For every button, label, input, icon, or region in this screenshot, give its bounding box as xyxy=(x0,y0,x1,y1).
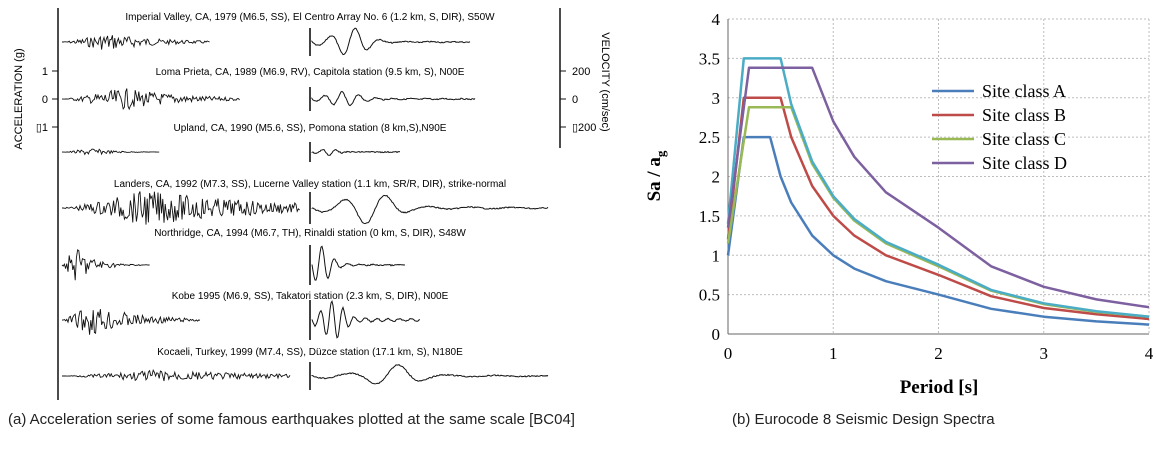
y-tick-label: 1.5 xyxy=(699,207,720,226)
right-tick-label: 0 xyxy=(572,94,578,106)
record-label: Northridge, CA, 1994 (M6.7, TH), Rinaldi… xyxy=(154,228,466,239)
record-label: Kobe 1995 (M6.9, SS), Takatori station (… xyxy=(172,291,449,302)
series-line xyxy=(726,135,1150,326)
record-label: Kocaeli, Turkey, 1999 (M7.4, SS), Düzce … xyxy=(157,347,463,358)
y-axis-label: Sa / ag xyxy=(644,150,668,201)
x-axis-label: Period [s] xyxy=(900,377,979,398)
design-spectra-chart: 00.511.522.533.540 1 2 3 4 Site class ASite … xyxy=(644,10,1154,398)
velocity-trace xyxy=(311,299,421,339)
velocity-trace xyxy=(311,148,401,156)
chart-series xyxy=(726,57,1150,326)
velocity-axis-label: VELOCITY (cm/sec) xyxy=(599,32,611,131)
chart-axes: 0 0.5 1 1.5 2 2.5 3 3.5 4 0 1 2 3 4 xyxy=(699,10,1154,363)
record-label: Landers, CA, 1992 (M7.3, SS), Lucerne Va… xyxy=(114,179,506,190)
figure-a-caption: (a) Acceleration series of some famous e… xyxy=(8,411,575,428)
series-line xyxy=(726,66,1150,309)
velocity-trace xyxy=(311,90,476,107)
velocity-trace xyxy=(311,27,471,56)
acceleration-axis-label: ACCELERATION (g) xyxy=(13,48,25,149)
acceleration-trace xyxy=(62,368,291,382)
acceleration-trace xyxy=(61,309,201,335)
record-label: Upland, CA, 1990 (M5.6, SS), Pomona stat… xyxy=(174,123,447,134)
y-axis-label-main: Sa / a xyxy=(644,157,665,202)
right-tick-label: 200 xyxy=(572,66,590,78)
acceleration-velocity-traces xyxy=(61,27,549,390)
y-tick-label: 0 xyxy=(712,325,721,344)
series-line xyxy=(726,57,1150,318)
acceleration-trace xyxy=(61,249,150,281)
legend-label: Site class C xyxy=(982,129,1066,149)
velocity-trace xyxy=(311,363,549,385)
y-tick-label: 0.5 xyxy=(699,286,720,305)
y-tick-label: 2 xyxy=(712,168,721,187)
right-tick-label: ▯200 xyxy=(572,122,596,134)
acceleration-trace xyxy=(62,35,210,50)
series-line xyxy=(726,96,1150,321)
record-label: Imperial Valley, CA, 1979 (M6.5, SS), El… xyxy=(125,12,495,23)
left-tick-label: ▯1 xyxy=(36,122,48,134)
x-tick-label: 2 xyxy=(934,344,943,363)
y-tick-label: 3.5 xyxy=(699,49,720,68)
left-tick-label: 1 xyxy=(42,66,48,78)
design-spectra-figure: 0 0.5 1 1.5 2 2.5 3 3.5 4 0 1 2 3 4 Site class A Site … xyxy=(630,0,1156,420)
legend-label: Site class D xyxy=(982,153,1067,173)
chart-grid xyxy=(728,18,1150,334)
acceleration-series-plot: 1 0 ▯1 200 0 ▯200 ACCELERATION (g) VELOC… xyxy=(13,8,611,400)
x-tick-label: 4 xyxy=(1145,344,1154,363)
acceleration-series-figure: 1 0 ▯1 200 0 ▯200 ACCELERATION (g) VELOC… xyxy=(0,0,620,400)
x-tick-label: 3 xyxy=(1040,344,1049,363)
y-tick-label: 4 xyxy=(712,10,721,29)
y-tick-label: 2.5 xyxy=(699,128,720,147)
chart-legend: Site class A Site class B Site class C Site… xyxy=(932,81,1067,173)
y-tick-label: 3 xyxy=(712,89,721,108)
y-tick-label: 1 xyxy=(712,246,721,265)
acceleration-trace xyxy=(61,148,160,156)
legend-label: Site class A xyxy=(982,81,1066,101)
figure-b-caption: (b) Eurocode 8 Seismic Design Spectra xyxy=(732,411,995,428)
legend-label: Site class B xyxy=(982,105,1066,125)
velocity-trace xyxy=(311,194,549,225)
x-tick-label: 0 xyxy=(724,344,733,363)
y-axis-label-subscript: g xyxy=(653,150,668,157)
acceleration-trace xyxy=(62,191,300,225)
record-label: Loma Prieta, CA, 1989 (M6.9, RV), Capito… xyxy=(156,67,465,78)
left-tick-label: 0 xyxy=(42,94,48,106)
velocity-trace xyxy=(311,245,406,281)
acceleration-trace xyxy=(61,88,240,111)
x-tick-label: 1 xyxy=(829,344,838,363)
